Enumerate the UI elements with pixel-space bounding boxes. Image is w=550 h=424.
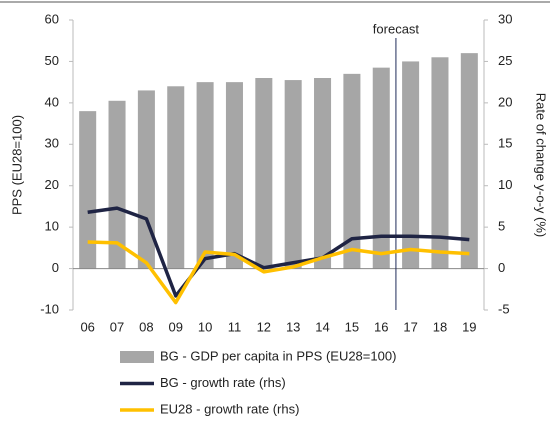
- bar: [108, 100, 126, 269]
- x-tick-label: 18: [433, 319, 447, 334]
- bar: [372, 67, 390, 269]
- y-tick-label: 60: [45, 11, 59, 26]
- bar: [431, 57, 449, 269]
- bar: [255, 78, 273, 269]
- y2-tick-label: 20: [498, 94, 512, 109]
- x-tick-label: 07: [110, 319, 124, 334]
- y2-tick-label: 25: [498, 53, 512, 68]
- y-tick-label: 10: [45, 219, 59, 234]
- y-tick-label: 30: [45, 136, 59, 151]
- y2-tick-label: 5: [498, 219, 505, 234]
- bar: [343, 73, 361, 269]
- legend-label: EU28 - growth rate (rhs): [160, 401, 299, 416]
- x-tick-label: 08: [139, 319, 153, 334]
- x-tick-label: 17: [403, 319, 417, 334]
- x-tick-label: 13: [286, 319, 300, 334]
- bar: [460, 53, 478, 269]
- x-tick-label: 12: [257, 319, 271, 334]
- y2-tick-label: 15: [498, 136, 512, 151]
- x-tick-label: 11: [228, 319, 242, 334]
- bar: [284, 80, 302, 269]
- x-tick-label: 14: [315, 319, 329, 334]
- bar: [137, 90, 155, 269]
- x-tick-label: 06: [80, 319, 94, 334]
- y-axis-label: PPS (EU28=100): [9, 115, 24, 215]
- y-tick-label: 40: [45, 94, 59, 109]
- y2-tick-label: 10: [498, 177, 512, 192]
- y-tick-label: 50: [45, 53, 59, 68]
- bar: [167, 86, 185, 269]
- forecast-label: forecast: [373, 21, 420, 36]
- x-tick-label: 10: [198, 319, 212, 334]
- bar: [225, 82, 243, 269]
- line-series: [87, 240, 470, 305]
- y2-tick-label: -5: [498, 301, 510, 316]
- x-tick-label: 09: [169, 319, 183, 334]
- bar: [196, 82, 214, 269]
- y-tick-label: 0: [52, 260, 59, 275]
- x-tick-label: 15: [345, 319, 359, 334]
- y2-axis-label: Rate of change y-o-y (%): [534, 93, 549, 238]
- legend-label: BG - GDP per capita in PPS (EU28=100): [160, 348, 396, 363]
- y-tick-label: 20: [45, 177, 59, 192]
- y2-tick-label: 0: [498, 260, 505, 275]
- legend-swatch: [120, 351, 154, 363]
- legend-label: BG - growth rate (rhs): [160, 375, 286, 390]
- y-tick-label: -10: [40, 301, 59, 316]
- line-series: [87, 206, 470, 298]
- x-tick-label: 19: [462, 319, 476, 334]
- y2-tick-label: 30: [498, 11, 512, 26]
- bar: [314, 78, 332, 269]
- x-tick-label: 16: [374, 319, 388, 334]
- bar: [79, 111, 97, 269]
- bar: [402, 61, 420, 269]
